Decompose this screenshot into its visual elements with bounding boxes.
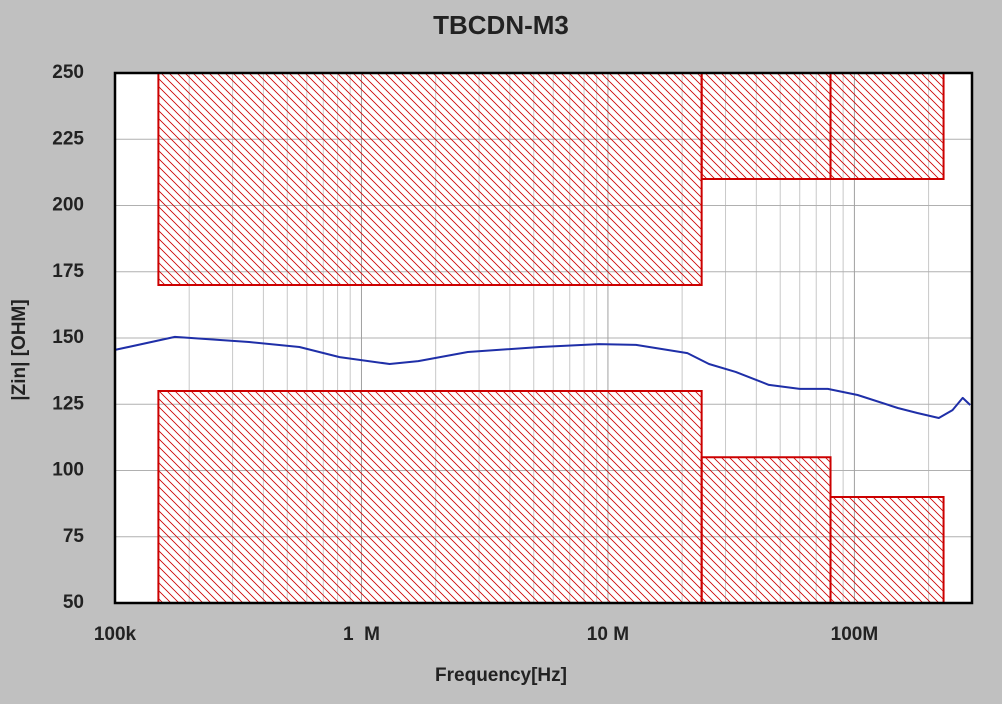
- x-tick-label: 100M: [831, 624, 879, 645]
- chart-title: TBCDN-M3: [433, 10, 569, 40]
- limit-region: [829, 72, 945, 180]
- limit-region: [700, 456, 832, 604]
- limit-region: [829, 496, 945, 604]
- y-tick-label: 125: [52, 393, 84, 414]
- y-tick-label: 75: [63, 526, 85, 547]
- plot-border: [113, 71, 974, 605]
- y-axis-label: |Zin| [OHM]: [9, 299, 30, 400]
- y-tick-label: 150: [52, 327, 84, 348]
- data-line: [114, 335, 971, 419]
- y-tick-label: 225: [52, 128, 84, 149]
- x-tick-label: 1 M: [343, 624, 380, 645]
- y-tick-label: 175: [52, 261, 84, 282]
- limit-region: [157, 390, 703, 604]
- y-tick-label: 250: [52, 62, 84, 83]
- limit-region: [157, 72, 703, 286]
- x-tick-label: 100k: [94, 624, 137, 645]
- y-tick-label: 100: [52, 460, 84, 481]
- x-tick-label: 10 M: [587, 624, 629, 645]
- y-tick-label: 50: [63, 592, 84, 613]
- limit-region: [700, 72, 832, 180]
- x-axis-label: Frequency[Hz]: [435, 665, 567, 686]
- y-tick-label: 200: [52, 195, 84, 216]
